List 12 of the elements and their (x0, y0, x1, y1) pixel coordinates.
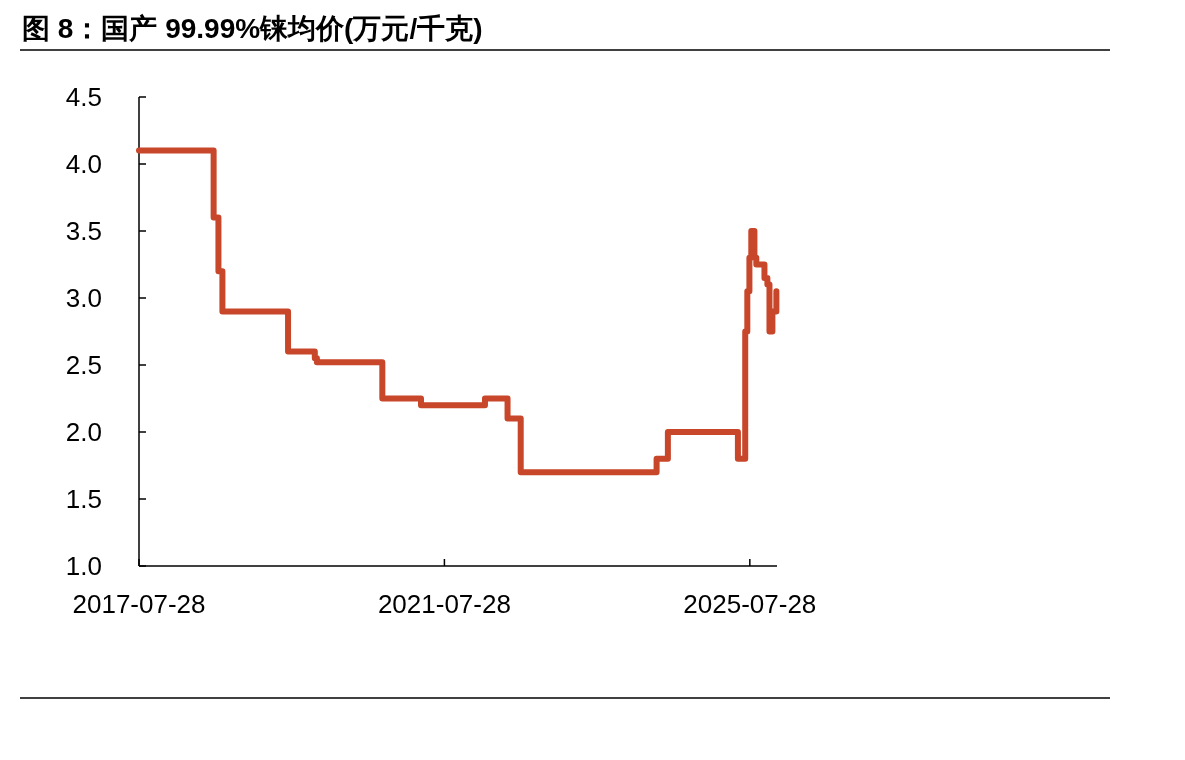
y-tick-label: 4.5 (65, 82, 102, 112)
x-tick-label: 2017-07-28 (72, 589, 206, 619)
y-tick-label: 3.5 (65, 216, 102, 246)
y-tick-label: 3.0 (65, 283, 102, 313)
y-tick-label: 1.0 (65, 551, 102, 581)
y-tick-label: 4.0 (65, 149, 102, 179)
x-tick-label: 2025-07-28 (683, 589, 817, 619)
y-tick-label: 1.5 (65, 484, 102, 514)
y-tick-label: 2.0 (65, 417, 102, 447)
y-tick-label: 2.5 (65, 350, 102, 380)
chart-title: 图 8：国产 99.99%铼均价(万元/千克) (22, 13, 483, 44)
x-tick-label: 2021-07-28 (377, 589, 511, 619)
